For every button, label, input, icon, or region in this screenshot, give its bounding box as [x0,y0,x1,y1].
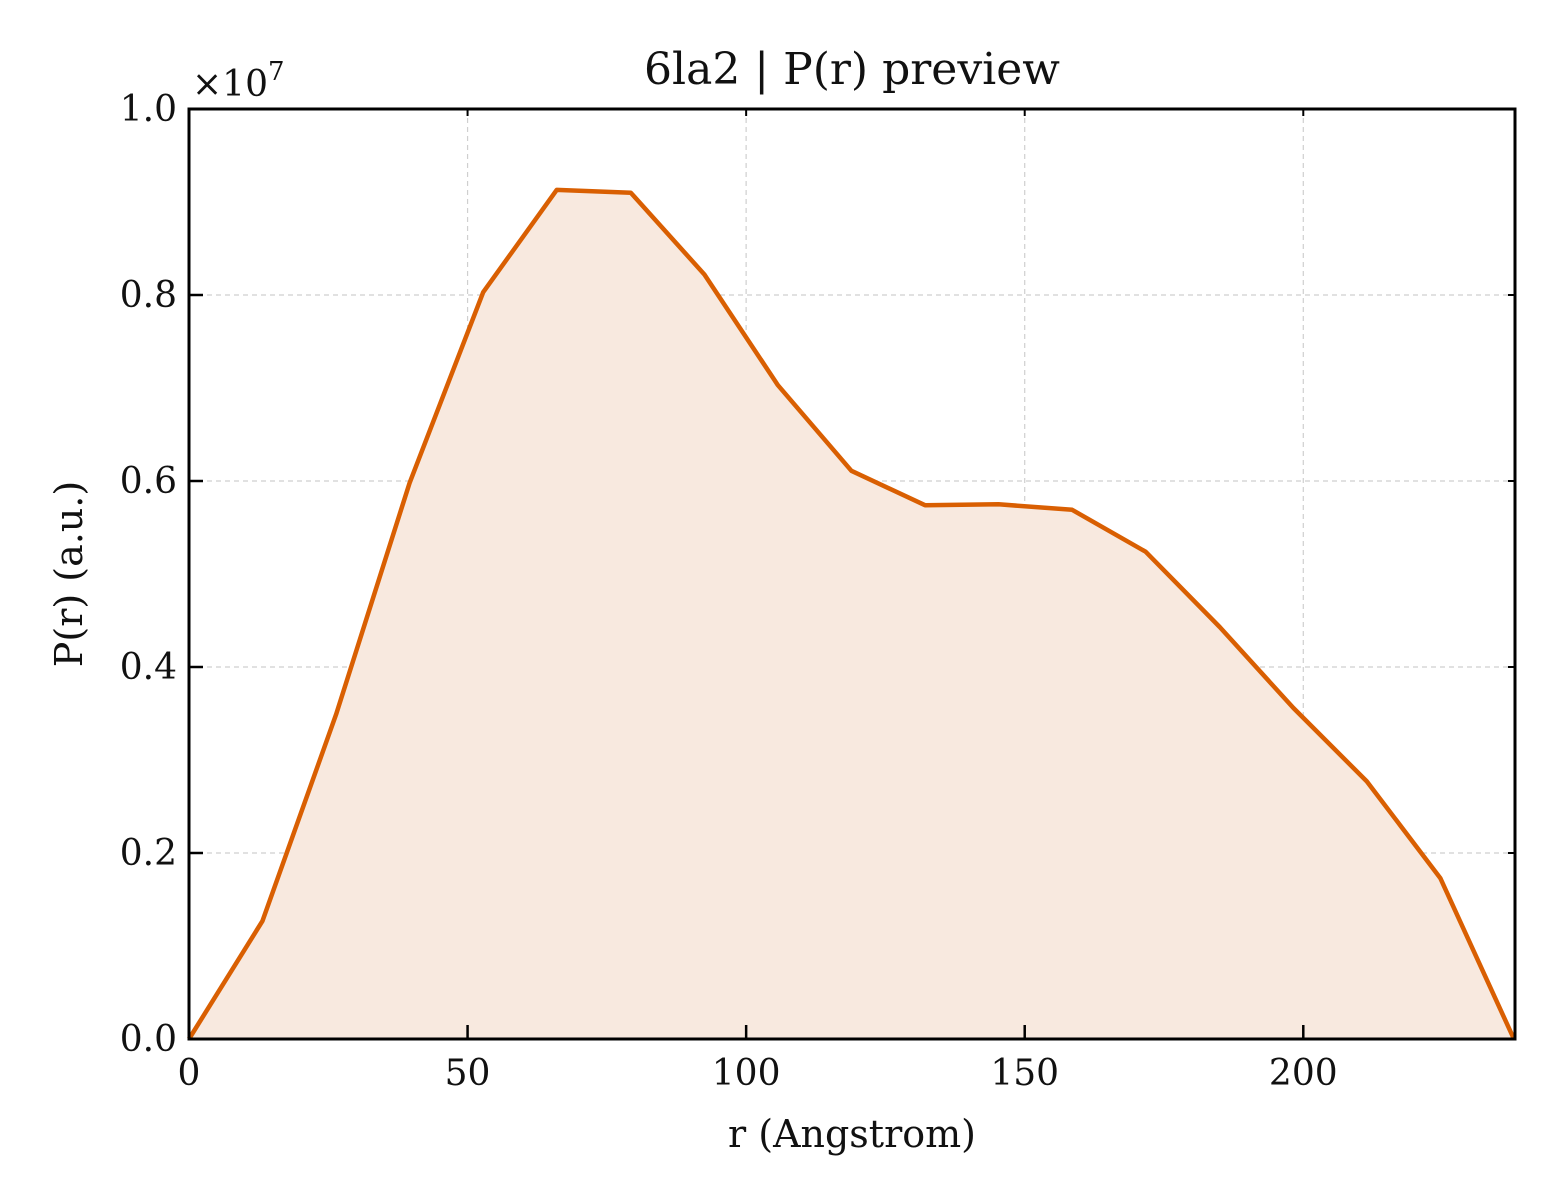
y-multiplier-exponent: 7 [268,57,285,87]
line-layer [187,187,1516,1041]
x-tick-label: 0 [178,1053,201,1094]
x-tick-label: 200 [1269,1053,1338,1094]
y-axis-label: P(r) (a.u.) [47,481,91,667]
y-tick-label: 1.0 [120,89,177,130]
pr-area-fill [189,189,1514,1039]
plot-frame [187,107,1517,1041]
y-tick-label: 0.4 [120,647,177,688]
ticks: 0 50 100 150 200 0.0 0.2 0.4 0.6 0.8 1.0 [120,89,1515,1094]
chart-title: 6la2 | P(r) preview [644,44,1060,95]
pr-series-line [187,187,1516,1041]
y-tick-label: 0.2 [120,833,177,874]
y-tick-label: 0.6 [120,461,177,502]
y-multiplier-base: ×10 [192,64,268,105]
y-tick-label: 0.8 [120,275,177,316]
y-tick-label: 0.0 [120,1019,177,1060]
x-axis-label: r (Angstrom) [728,1112,976,1156]
x-tick-label: 100 [712,1053,781,1094]
area-layer [189,189,1514,1039]
y-axis-multiplier: ×107 [192,57,285,105]
x-tick-label: 50 [445,1053,491,1094]
x-tick-label: 150 [990,1053,1059,1094]
